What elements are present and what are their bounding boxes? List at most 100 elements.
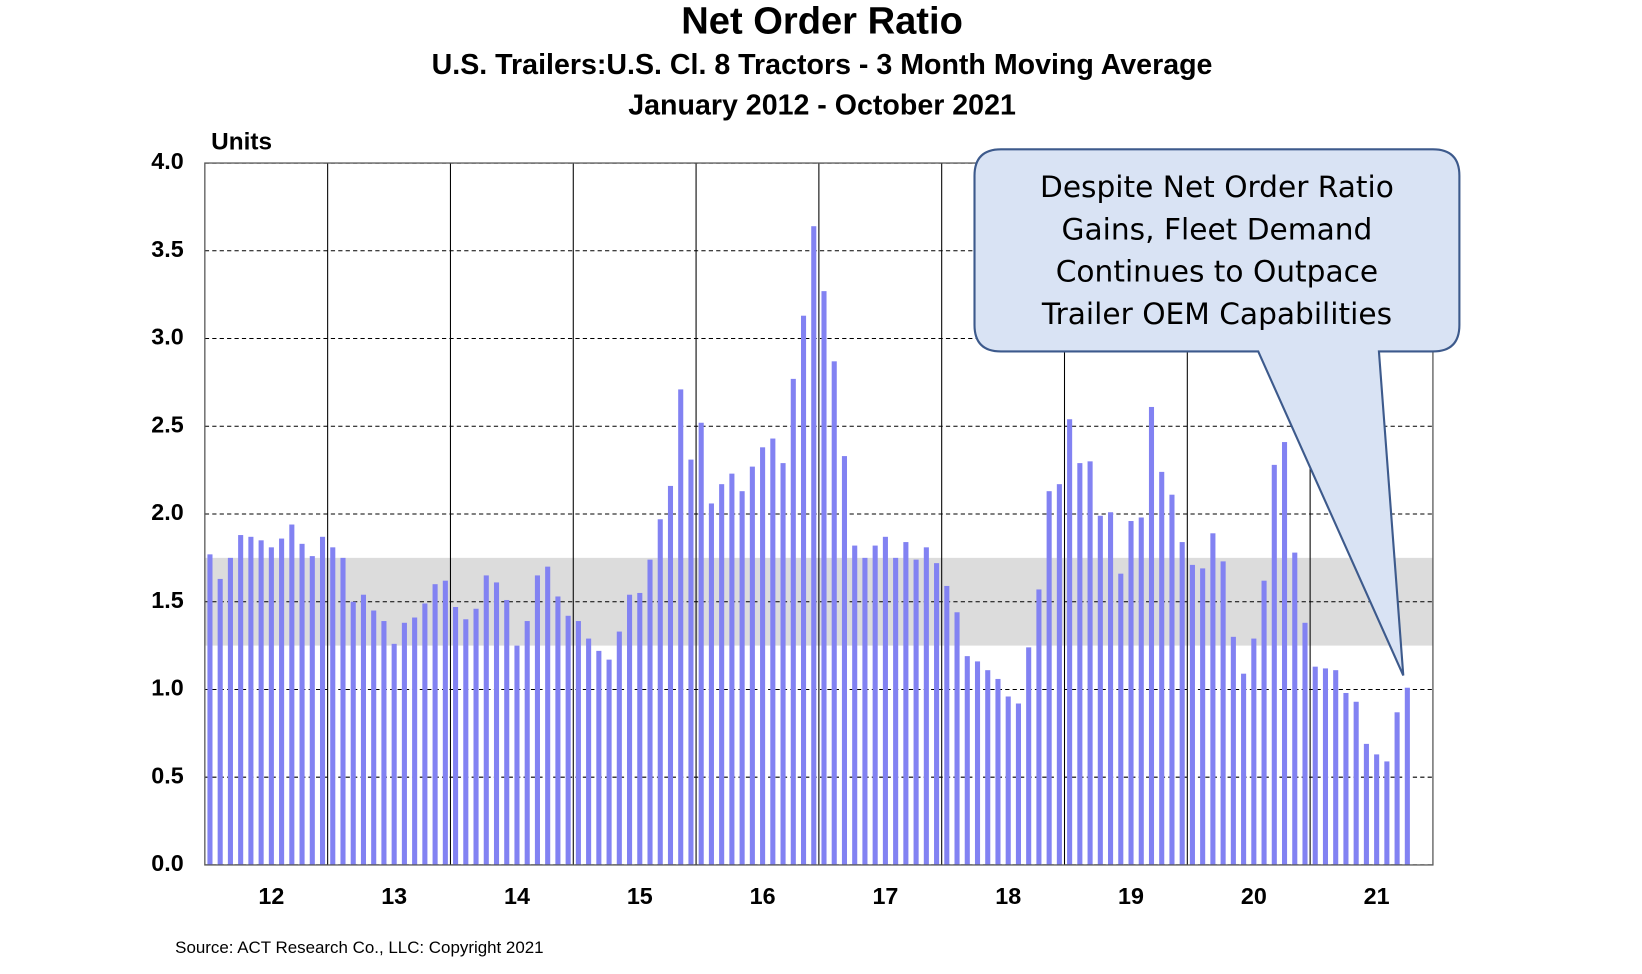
- bar: [729, 473, 735, 865]
- bar: [1128, 521, 1134, 865]
- bar: [954, 612, 960, 865]
- bar: [1230, 636, 1236, 865]
- callout-text: Trailer OEM Capabilities: [1041, 296, 1392, 331]
- callout-box: [973, 148, 1461, 676]
- x-tick-label: 21: [1364, 883, 1390, 909]
- y-tick-label: 2.5: [151, 411, 183, 437]
- bar: [289, 524, 295, 865]
- bar: [227, 557, 233, 865]
- bar: [463, 619, 469, 865]
- bar: [248, 536, 254, 865]
- bar: [1148, 406, 1155, 865]
- bar: [800, 315, 807, 865]
- bar: [453, 607, 459, 865]
- bar: [442, 580, 448, 865]
- bar: [1200, 568, 1206, 865]
- x-tick-label: 19: [1118, 883, 1144, 909]
- bar: [350, 601, 356, 865]
- plot-frame: [204, 162, 1434, 866]
- bar: [719, 484, 725, 865]
- x-tick-label: 13: [381, 883, 407, 909]
- x-tick-label: 17: [872, 883, 898, 909]
- bar: [1281, 442, 1288, 865]
- bar: [831, 361, 837, 865]
- bar: [1384, 761, 1390, 865]
- bar: [534, 575, 540, 865]
- bar: [1138, 517, 1144, 865]
- bar: [678, 389, 684, 865]
- x-tick-label: 12: [258, 883, 284, 909]
- bar: [944, 585, 950, 865]
- bar: [841, 456, 848, 865]
- y-tick-label: 1.0: [151, 675, 183, 701]
- y-tick-label: 3.0: [151, 324, 183, 350]
- bar: [739, 491, 745, 865]
- y-tick-label: 3.5: [151, 236, 183, 262]
- chart-title: Net Order Ratio: [681, 0, 963, 42]
- bar: [862, 557, 868, 865]
- x-tick-label: 14: [504, 883, 530, 909]
- bar: [647, 559, 653, 865]
- bar: [360, 594, 367, 865]
- bar: [852, 545, 858, 865]
- bar: [319, 536, 326, 865]
- bar: [1015, 703, 1021, 865]
- y-tick-label: 0.0: [151, 850, 183, 876]
- y-tick-label: 2.0: [151, 499, 183, 525]
- callout-text: Continues to Outpace: [1056, 254, 1378, 289]
- bar: [1333, 670, 1339, 865]
- chart-subtitle: U.S. Trailers:U.S. Cl. 8 Tractors - 3 Mo…: [432, 49, 1213, 81]
- bar: [1271, 464, 1277, 865]
- bar: [565, 615, 571, 865]
- bar: [995, 678, 1001, 865]
- bar: [1210, 533, 1216, 865]
- x-tick-label: 15: [627, 883, 653, 909]
- bar: [207, 554, 213, 865]
- bar: [391, 643, 397, 865]
- chart-period: January 2012 - October 2021: [628, 89, 1016, 121]
- bar: [749, 466, 755, 865]
- bar: [1046, 491, 1052, 865]
- bar: [514, 645, 520, 865]
- callout-text: Despite Net Order Ratio: [1040, 169, 1394, 204]
- bar: [268, 547, 274, 865]
- bar: [1005, 696, 1011, 865]
- bar: [1353, 701, 1359, 865]
- bar: [1251, 638, 1257, 865]
- bar: [657, 519, 663, 865]
- bar: [401, 622, 407, 865]
- bar: [1026, 647, 1032, 865]
- bar: [238, 535, 244, 865]
- bar: [760, 447, 766, 865]
- bar: [1292, 552, 1298, 865]
- source-note: Source: ACT Research Co., LLC: Copyright…: [175, 938, 543, 957]
- bar: [432, 584, 438, 865]
- bar: [596, 650, 602, 865]
- bar: [483, 575, 489, 865]
- bar: [811, 226, 817, 865]
- bar: [412, 617, 418, 865]
- bar: [340, 557, 346, 865]
- bar: [1363, 743, 1369, 865]
- bar: [422, 603, 428, 865]
- bar: [1118, 573, 1124, 865]
- x-tick-label: 18: [995, 883, 1021, 909]
- bar: [1302, 622, 1308, 865]
- bar: [985, 670, 991, 865]
- bar: [381, 621, 387, 865]
- bar: [1241, 673, 1247, 865]
- bar: [330, 547, 336, 865]
- bar: [1108, 512, 1114, 865]
- bar: [1261, 580, 1267, 865]
- bar: [575, 621, 581, 865]
- y-tick-label: 1.5: [151, 587, 183, 613]
- bar: [667, 485, 674, 865]
- bar: [371, 610, 377, 865]
- bar: [1312, 666, 1318, 865]
- bar: [473, 608, 479, 865]
- bar: [586, 638, 592, 865]
- bar: [923, 547, 929, 865]
- bar: [1169, 494, 1175, 865]
- bar: [882, 536, 888, 865]
- bar: [545, 566, 551, 865]
